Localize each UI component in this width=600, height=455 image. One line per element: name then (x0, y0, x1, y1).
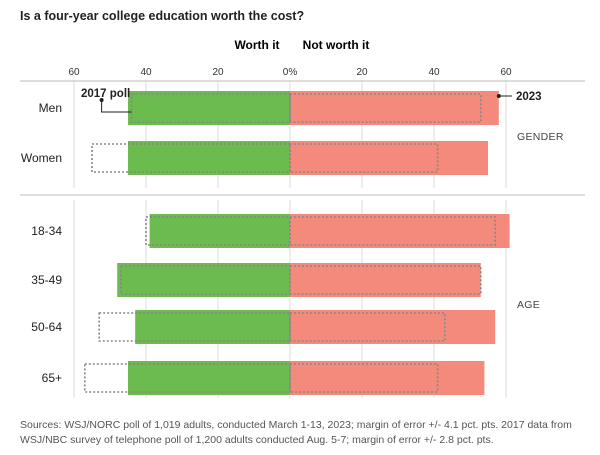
outline-2017-worth-it (84, 363, 291, 393)
outline-2017-not-worth-it (289, 216, 496, 246)
legend-not-worth-it: Not worth it (303, 38, 370, 52)
category-label: 50-64 (31, 320, 62, 334)
x-tick-label: 60 (68, 67, 80, 78)
x-tick-label: 20 (212, 67, 224, 78)
x-tick-label: 40 (140, 67, 152, 78)
group-label-gender: GENDER (517, 131, 564, 143)
outline-2017-not-worth-it (289, 93, 482, 123)
group-label-age: AGE (517, 299, 540, 311)
x-axis-ticks: 60 40 20 0% 20 40 60 (68, 67, 512, 78)
bar-worth-it (128, 141, 290, 175)
x-tick-label: 20 (356, 67, 368, 78)
leader-dot-2017 (99, 98, 104, 102)
outline-2017-not-worth-it (289, 265, 482, 295)
category-label: 35-49 (31, 273, 62, 287)
category-label: 18-34 (31, 224, 62, 238)
category-label: 65+ (42, 371, 62, 385)
outline-2017-worth-it (98, 312, 291, 342)
bar-not-worth-it (290, 91, 499, 125)
outline-2017-worth-it (120, 265, 291, 295)
x-tick-label: 0% (283, 67, 298, 78)
outline-2017-not-worth-it (289, 363, 439, 393)
outline-2017-not-worth-it (289, 143, 439, 173)
bar-worth-it (135, 310, 290, 344)
bar-rows: Men Women 18-34 35-49 50-64 65+ (21, 91, 512, 395)
bar-worth-it (128, 91, 290, 125)
bar-not-worth-it (290, 141, 488, 175)
annotation-2017-poll: 2017 poll (81, 88, 130, 100)
chart: Is a four-year college education worth t… (20, 9, 585, 398)
bar-worth-it (117, 263, 290, 297)
bar-worth-it (128, 361, 290, 395)
annotation-2023: 2023 (516, 91, 542, 103)
category-label: Men (39, 101, 62, 115)
chart-title: Is a four-year college education worth t… (20, 9, 304, 23)
source-note: Sources: WSJ/NORC poll of 1,019 adults, … (20, 419, 572, 446)
bar-not-worth-it (290, 361, 485, 395)
x-tick-label: 60 (500, 67, 512, 78)
bar-not-worth-it (290, 214, 510, 248)
leader-dot-2023 (496, 94, 501, 98)
outline-2017-not-worth-it (289, 312, 446, 342)
leader-line-2017 (101, 100, 132, 113)
bar-not-worth-it (290, 263, 481, 297)
bar-worth-it (149, 214, 290, 248)
outline-2017-worth-it (130, 93, 291, 123)
category-label: Women (21, 151, 62, 165)
bar-not-worth-it (290, 310, 496, 344)
x-tick-label: 40 (428, 67, 440, 78)
legend-worth-it: Worth it (234, 38, 279, 52)
